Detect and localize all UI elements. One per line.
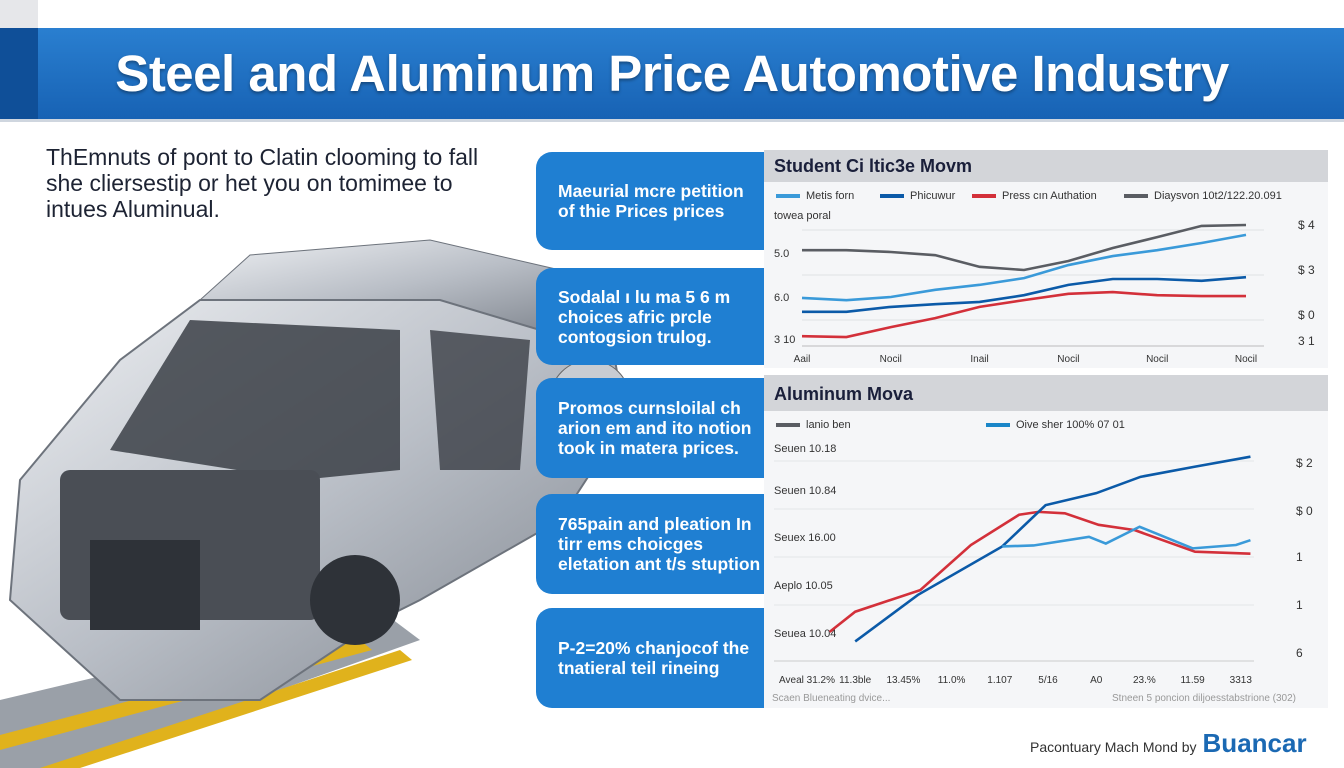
legend-label: Diaysvon 10t2/122.20.091	[1154, 190, 1282, 202]
legend-item: Metis forn	[776, 190, 854, 202]
x-tick-label: A0	[1090, 675, 1103, 686]
x-tick-label: 13.45%	[886, 675, 920, 686]
series-line	[1002, 525, 1251, 550]
radiator	[90, 540, 200, 630]
legend-label: Phicuwur	[910, 190, 956, 202]
y-tick-label: Seuen 10.18	[774, 443, 836, 455]
y-tick-label: Seuea 10.04	[774, 628, 836, 640]
footer-credit: Pacontuary Mach Mond by Buancar	[1030, 728, 1307, 759]
x-tick-label: Nocil	[1235, 354, 1257, 365]
header-accent-strip	[0, 28, 38, 119]
chart1-plot: 5.0 6.0 3 10 $ 4 $ 3 $ 0 3 1 Aail Nocil Inail Noci…	[774, 218, 1315, 365]
legend-item: lanio ben	[776, 419, 851, 431]
header-banner: Steel and Aluminum Price Automotive Indu…	[0, 28, 1344, 122]
y-tick-label-right: $ 0	[1298, 308, 1315, 322]
chart1-subtitle: towea poral	[774, 210, 831, 222]
chart1-title: Student Ci ltic3e Movm	[764, 150, 1328, 182]
side-window	[430, 330, 530, 470]
series-line	[802, 275, 1247, 314]
chart2-footnote-left: Scaen Blueneating dvice...	[772, 693, 891, 704]
chart2-plot: Seuen 10.18 Seuen 10.84 Seuex 16.00 Aeplo 1…	[774, 443, 1313, 686]
info-panel-1: Maeurial mcre petition of thie Prices pr…	[536, 152, 764, 250]
x-tick-label: 11.3ble	[839, 675, 872, 686]
x-tick-label: Nocil	[1146, 354, 1168, 365]
intro-text: ThEmnuts of pont to Clatin clooming to f…	[46, 144, 479, 222]
x-tick-label: Aveal 31.2%	[779, 675, 835, 686]
y-tick-label-right: 6	[1296, 646, 1303, 660]
info-panel-3: Promos curnsloilal ch arion em and ito n…	[536, 378, 764, 478]
brand-logo: Buancar	[1202, 728, 1307, 758]
legend-label: Press cın Authation	[1002, 190, 1097, 202]
legend-item: Diaysvon 10t2/122.20.091	[1124, 190, 1282, 202]
legend-item: Phicuwur	[880, 190, 955, 202]
info-panel-5: P-2=20% chanjocof the tnatieral teil rin…	[536, 608, 764, 708]
legend-label: Metis forn	[806, 190, 855, 202]
y-tick-label-right: $ 0	[1296, 504, 1313, 518]
legend-item: Press cın Authation	[972, 190, 1097, 202]
x-tick-label: 11.0%	[938, 675, 966, 686]
x-tick-label: Aail	[794, 354, 811, 365]
x-tick-label: Nocil	[1057, 354, 1079, 365]
aluminum-chart: Aluminum Mova lanio ben Oive sher 100% 0…	[764, 375, 1328, 708]
x-tick-label: 11.59	[1180, 675, 1205, 686]
wheel-arch	[310, 555, 400, 645]
y-tick-label-right: 1	[1296, 598, 1303, 612]
info-panel-2: Sodalal ı lu ma 5 6 m choices afric prcl…	[536, 268, 764, 365]
legend-item: Oive sher 100% 07 01	[986, 419, 1125, 431]
y-tick-label: Seuex 16.00	[774, 532, 836, 544]
y-tick-label: Seuen 10.84	[774, 485, 836, 497]
y-tick-label: 6.0	[774, 292, 789, 304]
series-line	[801, 290, 1246, 339]
chart2-footnote-right: Stneen 5 poncion diljoesstabstrione (302…	[1112, 693, 1297, 704]
y-tick-label-right: $ 2	[1296, 456, 1313, 470]
series-line	[854, 455, 1251, 643]
x-tick-label: 5/16	[1038, 675, 1058, 686]
car-body-illustration	[0, 239, 631, 768]
y-tick-label-right: $ 4	[1298, 218, 1315, 232]
x-tick-label: 1.107	[987, 675, 1012, 686]
chart2-title: Aluminum Mova	[764, 375, 1328, 411]
y-tick-label-right: 3 1	[1298, 334, 1315, 348]
footer-text: Pacontuary Mach Mond by	[1030, 739, 1197, 755]
steel-chart: Student Ci ltic3e Movm Metis forn Phicuw…	[764, 150, 1328, 368]
y-tick-label: 3 10	[774, 334, 795, 346]
series-line	[802, 223, 1247, 272]
page-title: Steel and Aluminum Price Automotive Indu…	[115, 45, 1229, 102]
info-panel-4: 765pain and pleation In tirr ems choicge…	[536, 494, 764, 594]
legend-label: lanio ben	[806, 419, 851, 431]
legend-label: Oive sher 100% 07 01	[1016, 419, 1125, 431]
y-tick-label: 5.0	[774, 248, 789, 260]
y-tick-label: Aeplo 10.05	[774, 580, 833, 592]
y-tick-label-right: $ 3	[1298, 263, 1315, 277]
windshield-frame	[110, 320, 400, 480]
x-tick-label: 3313	[1230, 675, 1253, 686]
x-tick-label: Inail	[970, 354, 988, 365]
x-tick-label: 23.%	[1133, 675, 1156, 686]
y-tick-label-right: 1	[1296, 550, 1303, 564]
x-tick-label: Nocil	[880, 354, 902, 365]
series-line	[801, 233, 1247, 302]
top-corner-block	[0, 0, 38, 28]
